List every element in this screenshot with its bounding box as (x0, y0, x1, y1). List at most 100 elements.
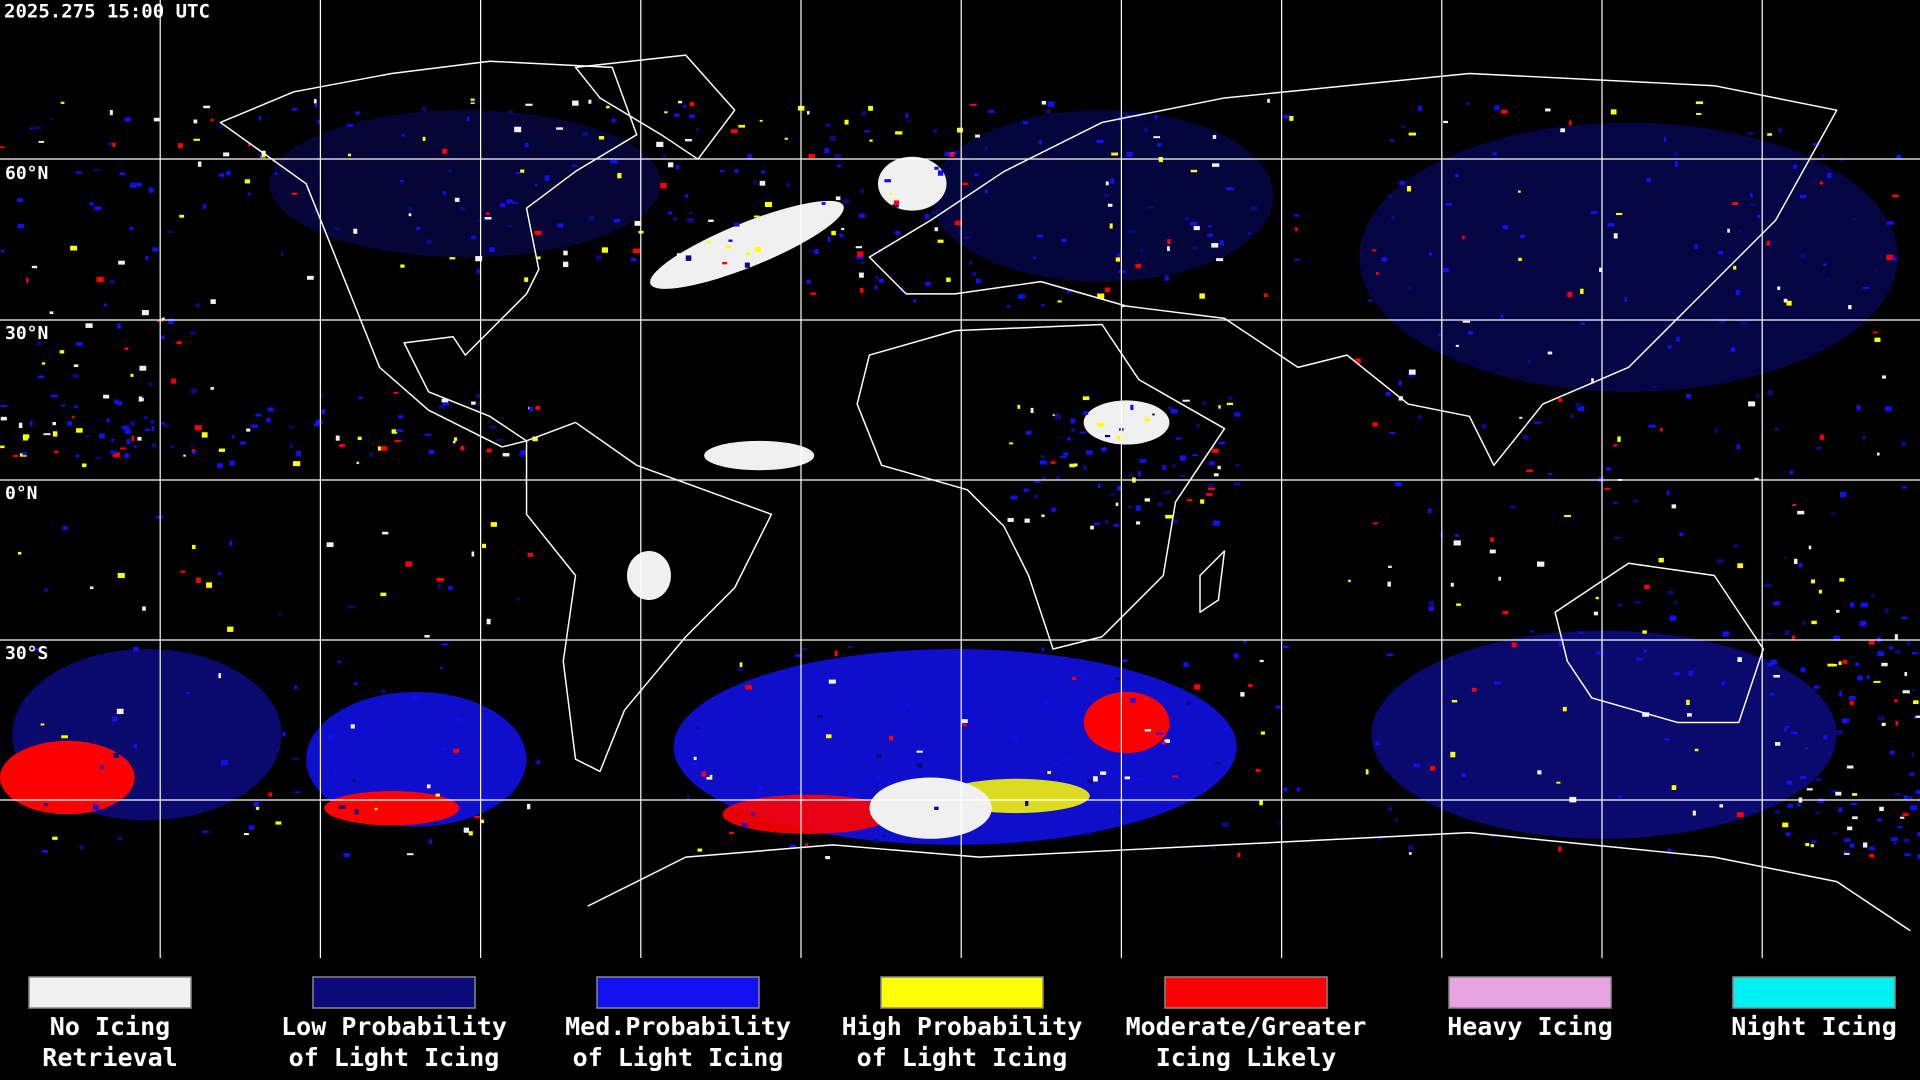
icing-speckle (1115, 502, 1119, 507)
icing-speckle (148, 187, 154, 193)
icing-speckle (524, 277, 529, 282)
icing-speckle (110, 450, 117, 454)
icing-speckle (160, 335, 165, 340)
icing-speckle (266, 417, 271, 423)
icing-speckle (247, 192, 251, 196)
icing-speckle (1819, 181, 1824, 185)
icing-speckle (1901, 616, 1908, 620)
icing-area (1359, 122, 1898, 392)
icing-speckle (1140, 248, 1144, 253)
icing-speckle (907, 703, 912, 707)
icing-speckle (1086, 450, 1093, 455)
icing-area (877, 156, 947, 211)
icing-speckle (1115, 257, 1121, 262)
icing-speckle (1226, 187, 1234, 191)
icing-speckle (613, 218, 621, 223)
icing-speckle (1186, 700, 1191, 705)
icing-speckle (218, 448, 226, 452)
icing-speckle (744, 262, 750, 268)
icing-speckle (59, 350, 65, 354)
icing-area (269, 110, 662, 258)
icing-speckle (1796, 803, 1801, 807)
icing-speckle (320, 392, 324, 398)
icing-speckle (1797, 510, 1805, 515)
icing-speckle (1903, 838, 1911, 843)
icing-area (626, 551, 672, 601)
icing-speckle (610, 159, 618, 164)
icing-speckle (1492, 152, 1497, 156)
icing-speckle (108, 142, 112, 145)
icing-speckle (130, 373, 134, 377)
icing-speckle (506, 199, 514, 204)
icing-area (650, 200, 844, 289)
icing-speckle (1793, 164, 1797, 169)
icing-speckle (1686, 699, 1690, 706)
icing-speckle (725, 245, 732, 249)
icing-speckle (924, 196, 929, 203)
icing-speckle (1395, 818, 1398, 822)
icing-speckle (489, 247, 495, 253)
icing-speckle (1732, 544, 1739, 548)
icing-speckle (1536, 561, 1545, 567)
icing-speckle (709, 774, 713, 780)
icing-speckle (73, 405, 79, 408)
icing-speckle (378, 446, 381, 451)
icing-speckle (1590, 211, 1598, 214)
icing-speckle (1749, 203, 1756, 207)
icing-speckle (1832, 832, 1838, 835)
icing-speckle (1161, 741, 1166, 745)
icing-speckle (1522, 434, 1529, 440)
icing-speckle (1250, 205, 1258, 211)
icing-speckle (1481, 423, 1487, 429)
icing-speckle (227, 626, 234, 632)
icing-speckle (971, 271, 977, 276)
icing-speckle (1489, 549, 1496, 554)
icing-speckle (738, 124, 746, 128)
icing-speckle (72, 415, 75, 419)
icing-speckle (1868, 640, 1875, 645)
icing-speckle (1823, 735, 1828, 740)
coastline (525, 421, 773, 773)
icing-speckle (416, 226, 421, 231)
icing-speckle (1171, 519, 1178, 524)
icing-speckle (506, 225, 512, 228)
icing-speckle (1044, 700, 1049, 705)
icing-speckle (1443, 120, 1448, 124)
icing-speckle (1368, 299, 1372, 302)
icing-speckle (1451, 699, 1458, 703)
icing-speckle (1282, 645, 1289, 649)
icing-speckle (1279, 822, 1283, 826)
icing-speckle (195, 577, 201, 584)
icing-speckle (1808, 545, 1812, 550)
icing-speckle (1103, 193, 1110, 198)
icing-speckle (734, 222, 740, 227)
icing-speckle (1468, 331, 1473, 335)
icing-speckle (1450, 751, 1456, 758)
icing-speckle (347, 605, 356, 609)
icing-speckle (129, 226, 134, 231)
icing-speckle (1783, 298, 1788, 303)
icing-speckle (428, 450, 435, 454)
icing-speckle (1757, 214, 1761, 219)
icing-speckle (1176, 437, 1182, 440)
icing-speckle (664, 111, 668, 114)
icing-speckle (760, 170, 766, 174)
icing-speckle (1537, 770, 1542, 775)
icing-speckle (1057, 300, 1062, 303)
icing-speckle (84, 435, 91, 438)
icing-speckle (513, 202, 519, 205)
icing-speckle (1736, 444, 1741, 450)
icing-speckle (678, 100, 683, 104)
icing-speckle (1851, 217, 1856, 221)
icing-area (930, 110, 1274, 282)
icing-speckle (1050, 461, 1056, 464)
icing-speckle (1686, 713, 1692, 717)
icing-speckle (685, 255, 692, 261)
icing-speckle (556, 127, 563, 130)
icing-speckle (142, 606, 146, 611)
icing-speckle (829, 135, 837, 142)
legend-label: of Light Icing (857, 1043, 1068, 1072)
icing-speckle (177, 143, 183, 149)
icing-speckle (393, 391, 399, 394)
icing-speckle (117, 837, 123, 840)
